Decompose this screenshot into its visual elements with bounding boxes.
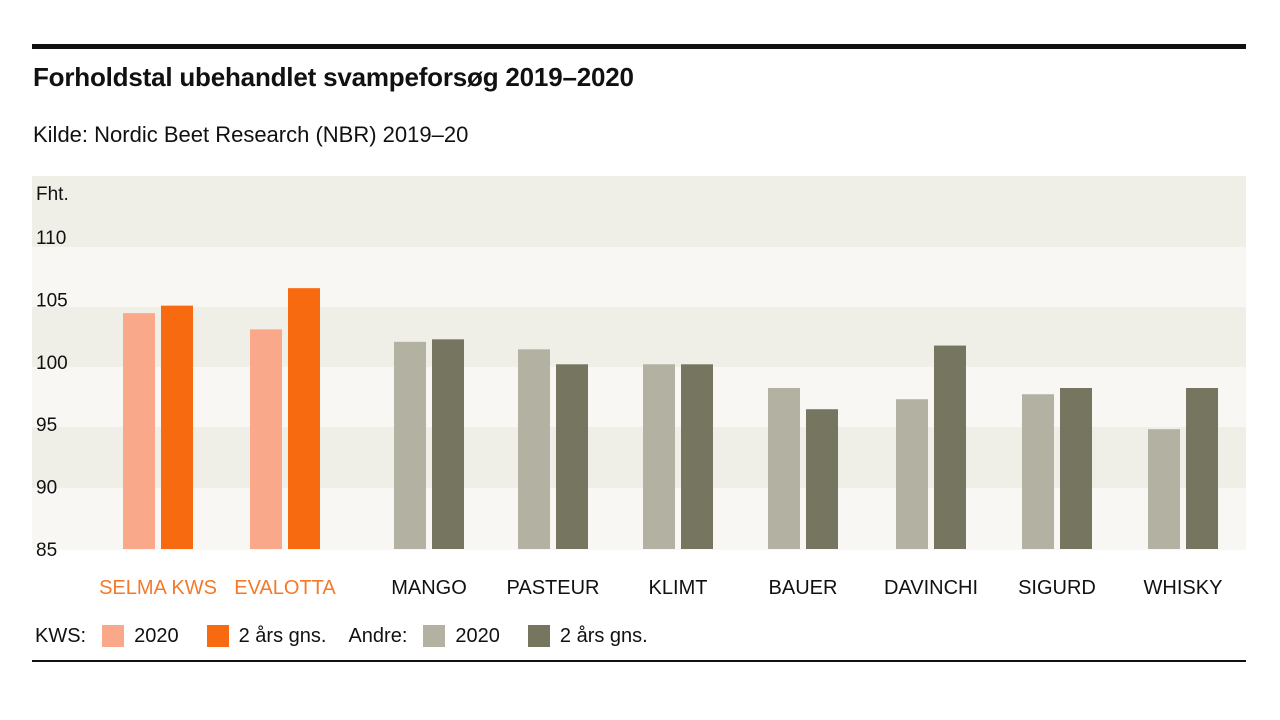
legend-swatch-andre-avg bbox=[527, 625, 550, 647]
y-axis-label: Fht. bbox=[36, 184, 69, 205]
x-tick-label: EVALOTTA bbox=[234, 577, 336, 599]
top-rule bbox=[32, 44, 1246, 49]
plot-band bbox=[32, 176, 1246, 247]
y-tick-label: 85 bbox=[36, 540, 57, 561]
x-tick-label: SELMA KWS bbox=[99, 577, 217, 599]
y-tick-label: 90 bbox=[36, 478, 57, 499]
bar-mango-2020 bbox=[394, 341, 426, 549]
bar-selma-kws-2020 bbox=[123, 313, 155, 549]
bar-pasteur-2yr-avg bbox=[556, 364, 588, 549]
bar-bauer-2yr-avg bbox=[806, 409, 838, 549]
bar-davinchi-2yr-avg bbox=[934, 345, 966, 549]
x-tick-label: PASTEUR bbox=[507, 577, 600, 599]
plot-band bbox=[32, 247, 1246, 307]
legend-swatch-kws-avg bbox=[206, 625, 229, 647]
chart-subtitle: Kilde: Nordic Beet Research (NBR) 2019–2… bbox=[33, 122, 469, 147]
x-tick-label: KLIMT bbox=[649, 577, 708, 599]
bar-selma-kws-2yr-avg bbox=[161, 305, 193, 549]
bar-sigurd-2yr-avg bbox=[1060, 388, 1092, 549]
legend-swatch-andre-2020 bbox=[423, 625, 446, 647]
x-tick-label: MANGO bbox=[391, 577, 467, 599]
y-tick-label: 95 bbox=[36, 415, 57, 436]
bar-klimt-2020 bbox=[643, 364, 675, 549]
legend-swatch-kws-2020 bbox=[102, 625, 125, 647]
y-tick-label: 100 bbox=[36, 353, 68, 374]
bar-bauer-2020 bbox=[768, 388, 800, 549]
bar-pasteur-2020 bbox=[518, 349, 550, 549]
bar-evalotta-2020 bbox=[250, 329, 282, 549]
legend-kws-avg: 2 års gns. bbox=[238, 624, 327, 647]
bar-klimt-2yr-avg bbox=[681, 364, 713, 549]
legend-kws-label: KWS: bbox=[35, 624, 87, 647]
legend-andre-label: Andre: bbox=[348, 624, 408, 647]
y-tick-label: 105 bbox=[36, 290, 68, 311]
bar-mango-2yr-avg bbox=[432, 339, 464, 549]
y-tick-label: 110 bbox=[36, 228, 66, 249]
legend-andre-2020: 2020 bbox=[455, 624, 500, 647]
bar-whisky-2yr-avg bbox=[1186, 388, 1218, 549]
bar-evalotta-2yr-avg bbox=[288, 288, 320, 549]
x-tick-label: SIGURD bbox=[1018, 577, 1096, 599]
plot-band bbox=[32, 307, 1246, 367]
bar-whisky-2020 bbox=[1148, 429, 1180, 549]
bottom-rule bbox=[32, 660, 1246, 662]
chart-title: Forholdstal ubehandlet svampeforsøg 2019… bbox=[33, 62, 634, 92]
x-tick-label: DAVINCHI bbox=[884, 577, 978, 599]
x-tick-label: WHISKY bbox=[1144, 577, 1223, 599]
legend-andre-avg: 2 års gns. bbox=[559, 624, 648, 647]
bar-chart: Fht. 85 90 95 100 105 110 SELMA KWS EVALOTTA MANG… bbox=[32, 176, 1246, 599]
bar-sigurd-2020 bbox=[1022, 394, 1054, 549]
legend: KWS: 2020 2 års gns. Andre: 2020 2 års g… bbox=[35, 622, 670, 650]
x-tick-label: BAUER bbox=[769, 577, 838, 599]
bar-davinchi-2020 bbox=[896, 399, 928, 549]
legend-kws-2020: 2020 bbox=[134, 624, 179, 647]
